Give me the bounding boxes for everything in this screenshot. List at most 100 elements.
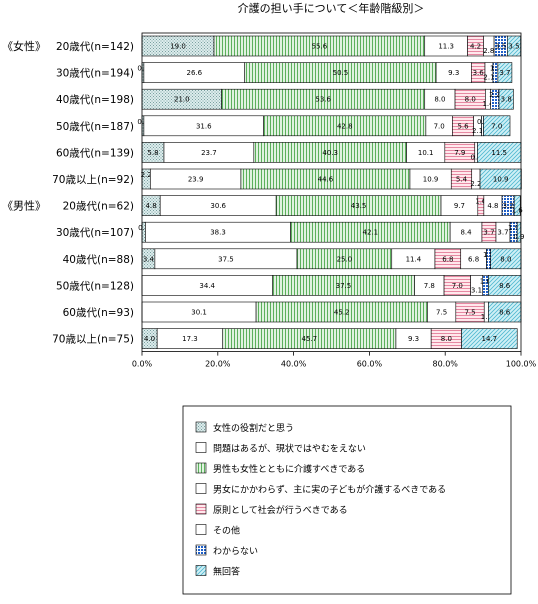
plot-frame (141, 32, 522, 353)
category-label: 60歳代(n=93) (63, 307, 134, 319)
x-tick-label: 40.0% (281, 360, 307, 369)
category-label: 50歳代(n=187) (56, 121, 134, 133)
legend-entry: 原則として社会が行うべきである (213, 504, 348, 516)
legend-entry: 男女にかかわらず、主に実の子どもが介護するべきである (213, 484, 446, 496)
data-label: 8.6 (499, 309, 511, 317)
legend-swatch (195, 462, 207, 474)
x-tick-label: 80.0% (432, 360, 458, 369)
legend-swatch (195, 524, 207, 535)
data-label: 55.6 (312, 43, 328, 51)
data-label: 14.7 (482, 335, 498, 343)
data-label: 7.0 (434, 122, 445, 130)
data-label: 11.4 (406, 255, 422, 263)
data-label: 2.8 (483, 47, 494, 55)
data-label: 10.9 (423, 176, 439, 184)
data-label: 11.5 (491, 149, 507, 157)
legend-entry: その他 (213, 525, 240, 537)
data-label: 5.8 (147, 149, 158, 157)
data-label: 8.4 (460, 229, 472, 237)
data-label: 2.2 (470, 180, 481, 188)
data-label: 8.0 (500, 255, 511, 263)
legend-swatch (195, 483, 207, 494)
category-label: 50歳代(n=128) (56, 280, 134, 292)
data-label: 53.6 (315, 96, 331, 104)
data-label: 4.8 (146, 202, 157, 210)
x-tick-label: 20.0% (205, 360, 231, 369)
data-label: 1.1 (483, 251, 494, 259)
legend-swatch (195, 421, 207, 433)
data-label: 1.3 (490, 65, 501, 73)
chart-title: 介護の担い手について＜年齢階級別＞ (238, 1, 425, 15)
legend-swatch (195, 565, 207, 576)
data-label: 10.1 (418, 149, 434, 157)
data-label: 42.8 (337, 122, 353, 130)
data-label: 7.0 (452, 282, 463, 290)
data-label: 9.7 (454, 202, 465, 210)
data-label: 4.0 (144, 335, 155, 343)
data-label: 50.5 (333, 69, 349, 77)
x-tick-label: 100.0% (506, 360, 537, 369)
data-label: 9.3 (448, 69, 459, 77)
legend-entry: 無回答 (213, 566, 240, 578)
data-label: 17.3 (182, 335, 198, 343)
data-label: 0.5 (137, 65, 148, 73)
data-label: 3.7 (483, 229, 494, 237)
data-label: 31.6 (196, 122, 212, 130)
category-label: 20歳代(n=62) (63, 201, 134, 213)
data-label: 23.7 (201, 149, 217, 157)
data-label: 45.7 (302, 335, 318, 343)
data-label: 25.0 (337, 255, 353, 263)
data-label: 42.1 (363, 229, 379, 237)
data-label: 2.1 (483, 74, 494, 82)
data-label: 44.6 (318, 176, 334, 184)
data-label: 10.9 (493, 176, 509, 184)
data-label: 2.2 (489, 91, 500, 99)
data-label: 5.6 (457, 122, 469, 130)
data-label: 2.2 (141, 171, 152, 179)
data-label: 30.1 (191, 309, 207, 317)
data-label: 5.4 (456, 176, 468, 184)
data-label: 21.0 (174, 96, 190, 104)
category-label: 60歳代(n=139) (56, 147, 134, 159)
data-label: 0.5 (137, 118, 148, 126)
data-label: 4.8 (487, 202, 498, 210)
group-label: 《男性》 (2, 199, 46, 213)
data-label: 8.0 (434, 96, 445, 104)
data-label: 7.5 (464, 309, 475, 317)
category-label: 30歳代(n=107) (56, 227, 134, 239)
legend-swatch (195, 544, 207, 556)
data-label: 1.6 (480, 277, 492, 285)
legend-entry: 問題はあるが、現状ではやむをえない (213, 443, 366, 455)
data-label: 8.6 (499, 282, 511, 290)
data-label: 34.4 (199, 282, 215, 290)
data-label: 3.4 (143, 255, 155, 263)
data-label: 8.0 (465, 96, 476, 104)
category-label: 30歳代(n=194) (56, 68, 134, 80)
data-label: 3.5 (495, 43, 506, 51)
data-label: 7.9 (454, 149, 465, 157)
data-label: 19.0 (170, 43, 186, 51)
data-label: 3.6 (473, 69, 485, 77)
data-label: 4.2 (470, 43, 481, 51)
data-label: 43.5 (351, 202, 367, 210)
data-label: 1.6 (475, 198, 487, 206)
data-label: 6.8 (442, 255, 453, 263)
data-label: 1.9 (508, 224, 519, 232)
data-label: 7.0 (491, 122, 502, 130)
data-label: 1.6 (512, 207, 524, 215)
x-tick-label: 0.0% (132, 360, 153, 369)
bar-segment (498, 88, 514, 110)
category-label: 40歳代(n=198) (56, 94, 134, 106)
data-label: 3.2 (503, 202, 514, 210)
data-label: 40.3 (322, 149, 338, 157)
data-label: 3.7 (497, 229, 508, 237)
legend-entry: 男性も女性とともに介護すべきである (213, 463, 365, 475)
data-label: 11.3 (438, 43, 454, 51)
legend-swatch (195, 503, 207, 515)
bar-segment (483, 115, 511, 137)
data-label: 3.8 (501, 96, 512, 104)
category-label: 40歳代(n=88) (63, 254, 134, 266)
data-label: 26.6 (187, 69, 203, 77)
data-label: 8.0 (441, 335, 452, 343)
